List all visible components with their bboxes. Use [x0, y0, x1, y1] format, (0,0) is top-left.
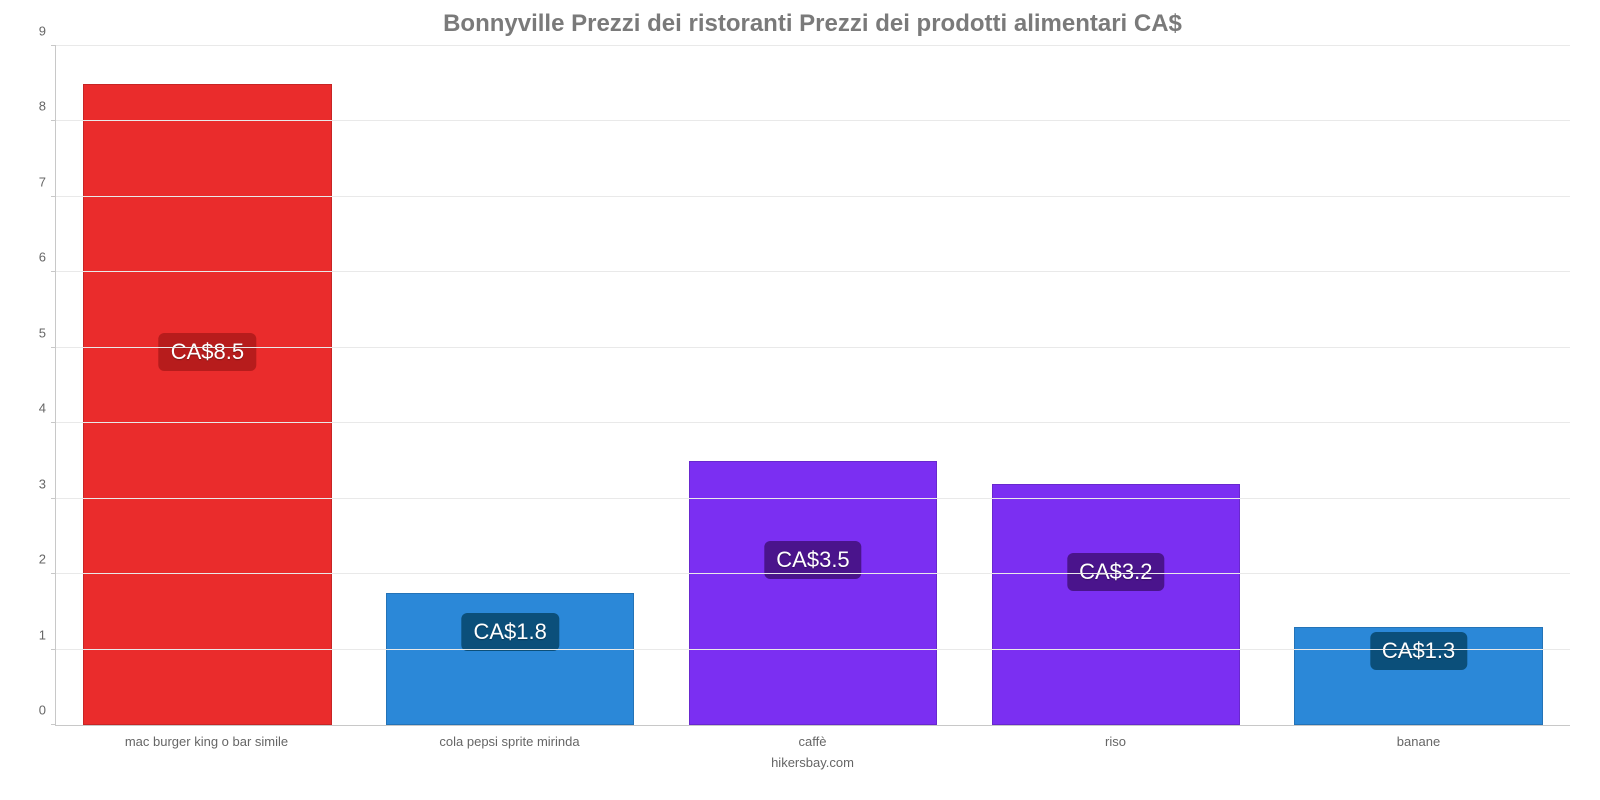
- ytick-label: 2: [39, 552, 56, 567]
- gridline: [56, 196, 1570, 197]
- ytick-mark: [51, 196, 56, 197]
- ytick-mark: [51, 422, 56, 423]
- ytick-label: 8: [39, 99, 56, 114]
- bar-slot: CA$3.5: [662, 46, 965, 725]
- gridline: [56, 498, 1570, 499]
- ytick-mark: [51, 649, 56, 650]
- gridline: [56, 573, 1570, 574]
- ytick-mark: [51, 347, 56, 348]
- bar-slot: CA$1.3: [1267, 46, 1570, 725]
- x-axis-label: banane: [1267, 734, 1570, 749]
- ytick-label: 0: [39, 703, 56, 718]
- value-label: CA$1.8: [461, 613, 558, 651]
- x-axis-label: cola pepsi sprite mirinda: [358, 734, 661, 749]
- chart-container: Bonnyville Prezzi dei ristoranti Prezzi …: [0, 0, 1600, 800]
- gridline: [56, 347, 1570, 348]
- x-axis-label: caffè: [661, 734, 964, 749]
- ytick-label: 6: [39, 250, 56, 265]
- ytick-mark: [51, 120, 56, 121]
- gridline: [56, 649, 1570, 650]
- bar-slot: CA$8.5: [56, 46, 359, 725]
- x-axis-label: mac burger king o bar simile: [55, 734, 358, 749]
- ytick-label: 3: [39, 476, 56, 491]
- bar: CA$1.3: [1294, 627, 1542, 725]
- bar: CA$1.8: [386, 593, 634, 725]
- ytick-label: 9: [39, 24, 56, 39]
- x-axis-label: riso: [964, 734, 1267, 749]
- bar: CA$8.5: [83, 84, 331, 725]
- ytick-mark: [51, 45, 56, 46]
- gridline: [56, 45, 1570, 46]
- gridline: [56, 271, 1570, 272]
- value-label: CA$8.5: [159, 333, 256, 371]
- chart-title: Bonnyville Prezzi dei ristoranti Prezzi …: [55, 10, 1570, 38]
- attribution-text: hikersbay.com: [55, 755, 1570, 770]
- gridline: [56, 422, 1570, 423]
- ytick-label: 7: [39, 174, 56, 189]
- ytick-mark: [51, 724, 56, 725]
- value-label: CA$1.3: [1370, 632, 1467, 670]
- bar: CA$3.5: [689, 461, 937, 725]
- value-label: CA$3.2: [1067, 553, 1164, 591]
- bar-slot: CA$3.2: [964, 46, 1267, 725]
- bars-region: CA$8.5 CA$1.8 CA$3.5 CA$3.2 CA$1.3: [56, 46, 1570, 725]
- ytick-mark: [51, 498, 56, 499]
- bar: CA$3.2: [992, 484, 1240, 725]
- ytick-label: 4: [39, 401, 56, 416]
- ytick-label: 1: [39, 627, 56, 642]
- ytick-mark: [51, 573, 56, 574]
- ytick-label: 5: [39, 325, 56, 340]
- gridline: [56, 120, 1570, 121]
- ytick-mark: [51, 271, 56, 272]
- plot-area: CA$8.5CA$1.8CA$3.5CA$3.2CA$1.3 012345678…: [55, 46, 1570, 726]
- bar-slot: CA$1.8: [359, 46, 662, 725]
- x-axis-labels: mac burger king o bar similecola pepsi s…: [55, 734, 1570, 749]
